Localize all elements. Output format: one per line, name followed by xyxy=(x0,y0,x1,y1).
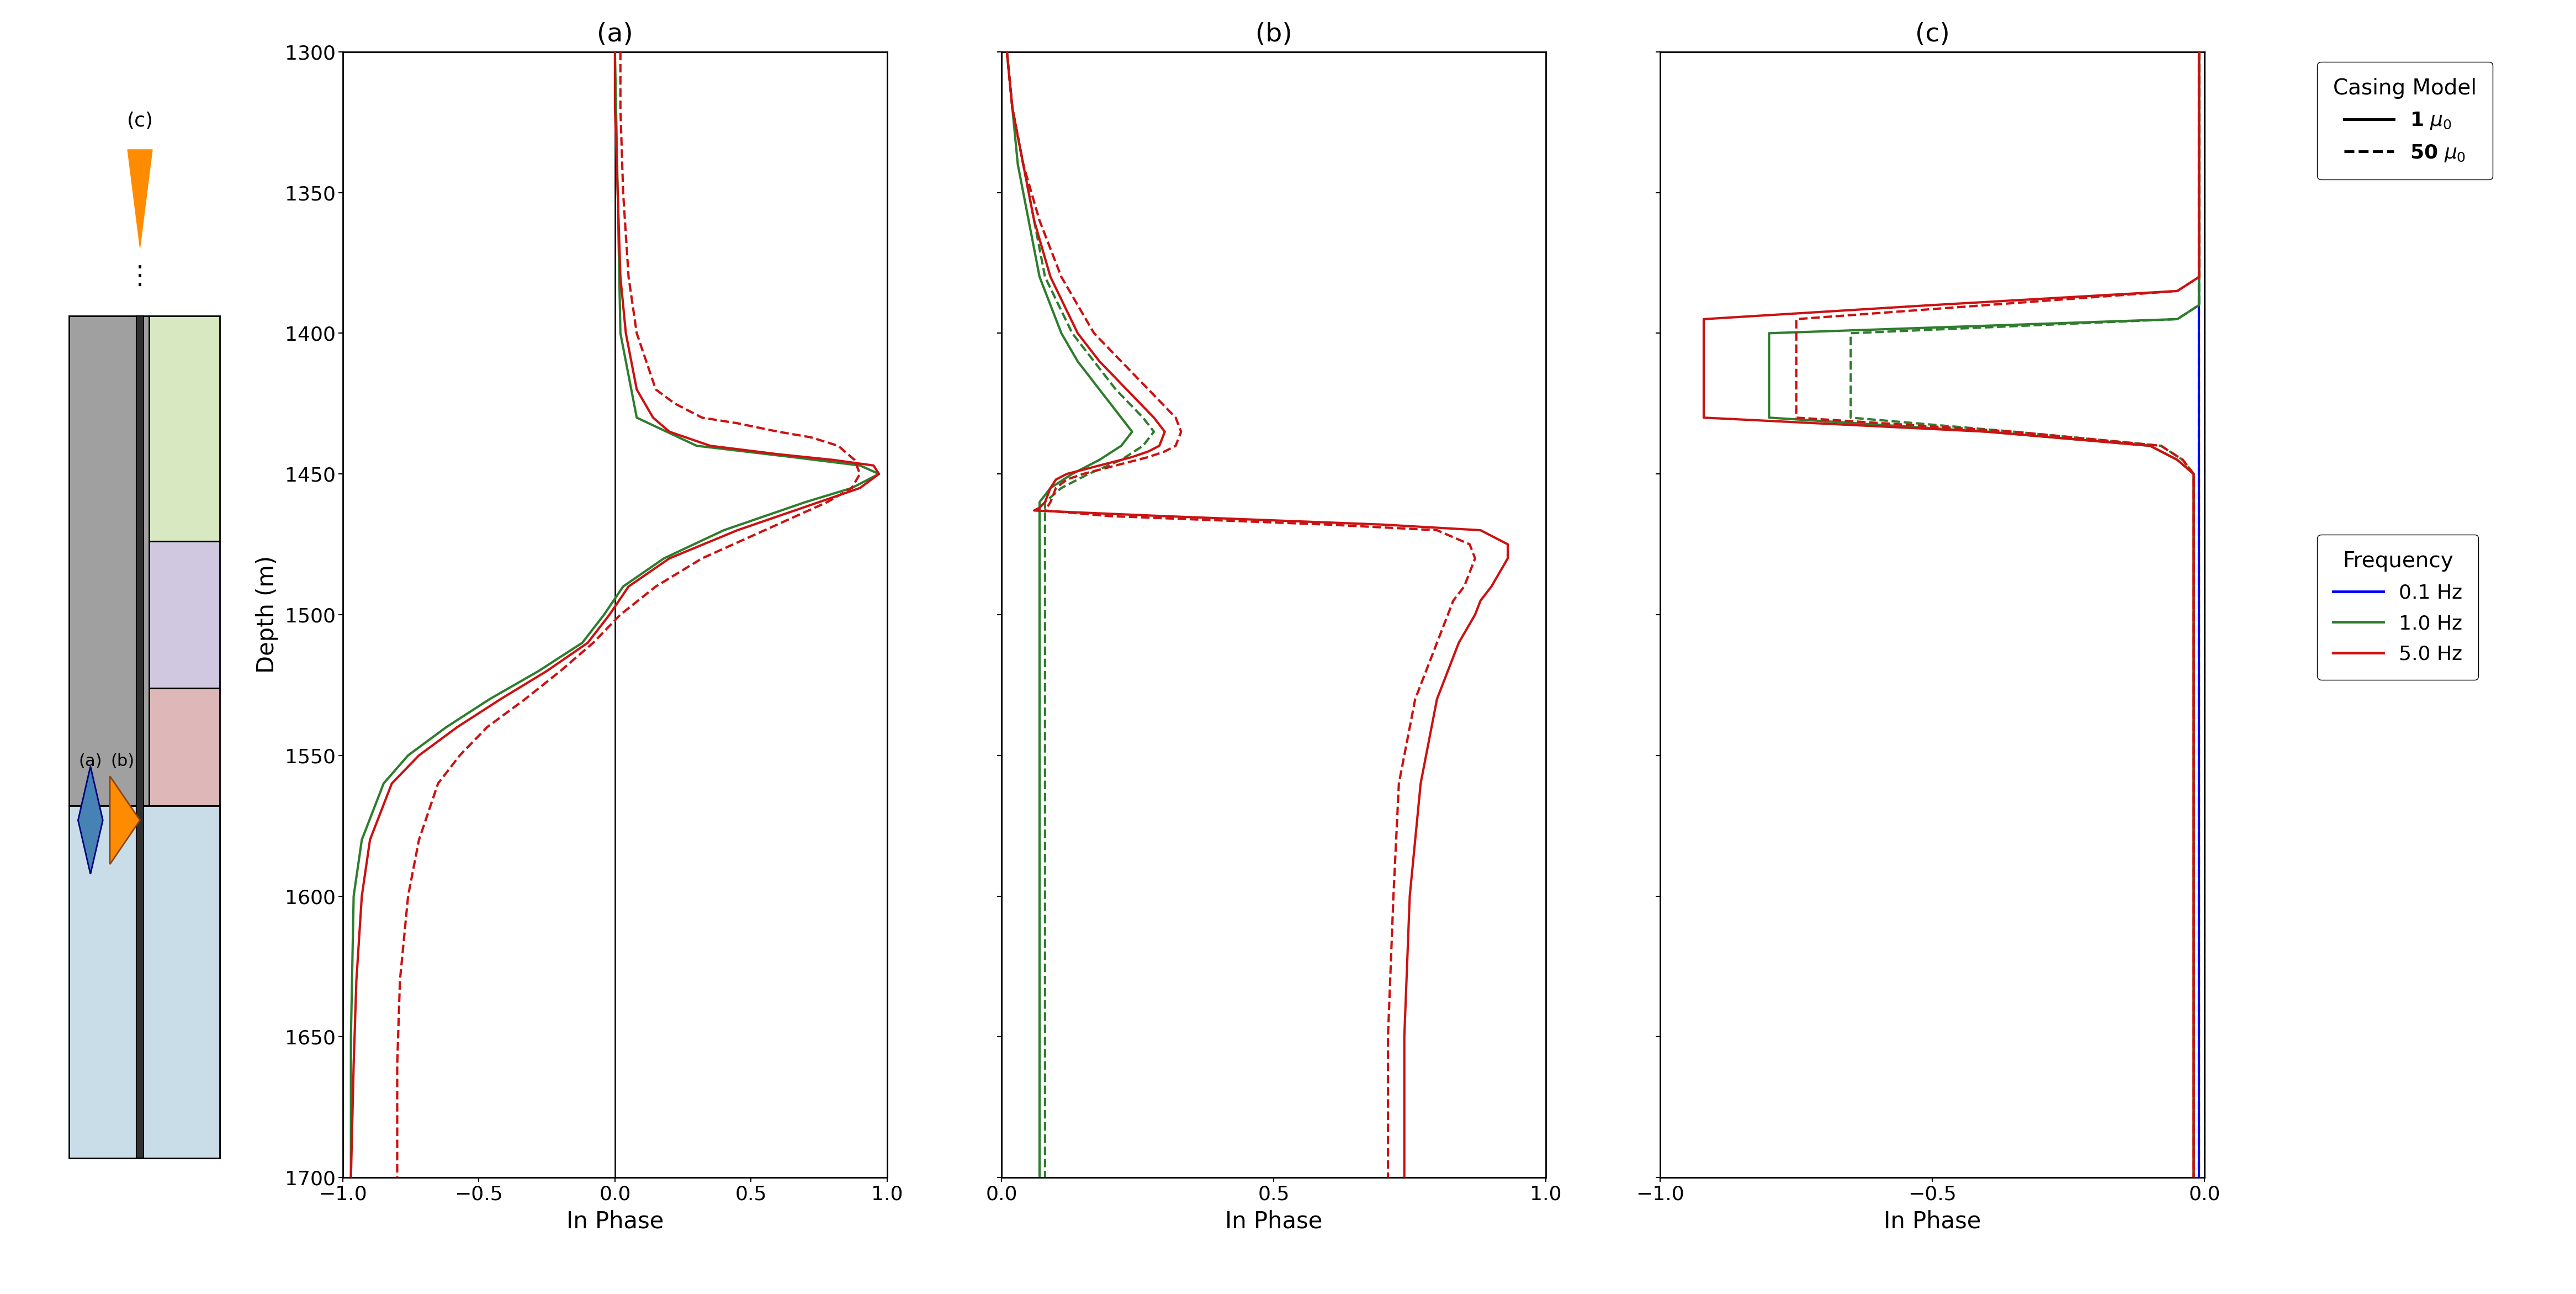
Y-axis label: Depth (m): Depth (m) xyxy=(255,556,278,673)
Text: (c): (c) xyxy=(126,111,152,131)
Title: (c): (c) xyxy=(1914,22,1950,47)
Polygon shape xyxy=(70,806,219,1158)
Polygon shape xyxy=(149,806,219,1158)
Title: (a): (a) xyxy=(598,22,634,47)
X-axis label: In Phase: In Phase xyxy=(1226,1210,1321,1233)
Polygon shape xyxy=(149,541,219,688)
X-axis label: In Phase: In Phase xyxy=(567,1210,665,1233)
Text: (b): (b) xyxy=(111,753,134,770)
Polygon shape xyxy=(149,688,219,806)
Text: (a): (a) xyxy=(80,753,103,770)
Polygon shape xyxy=(77,766,103,873)
Polygon shape xyxy=(111,776,139,864)
Polygon shape xyxy=(70,316,149,806)
Polygon shape xyxy=(137,316,144,1158)
Polygon shape xyxy=(129,150,152,247)
Text: ⋮: ⋮ xyxy=(126,264,152,290)
X-axis label: In Phase: In Phase xyxy=(1883,1210,1981,1233)
Legend: 0.1 Hz, 1.0 Hz, 5.0 Hz: 0.1 Hz, 1.0 Hz, 5.0 Hz xyxy=(2318,534,2478,679)
Polygon shape xyxy=(149,316,219,541)
Title: (b): (b) xyxy=(1255,22,1293,47)
